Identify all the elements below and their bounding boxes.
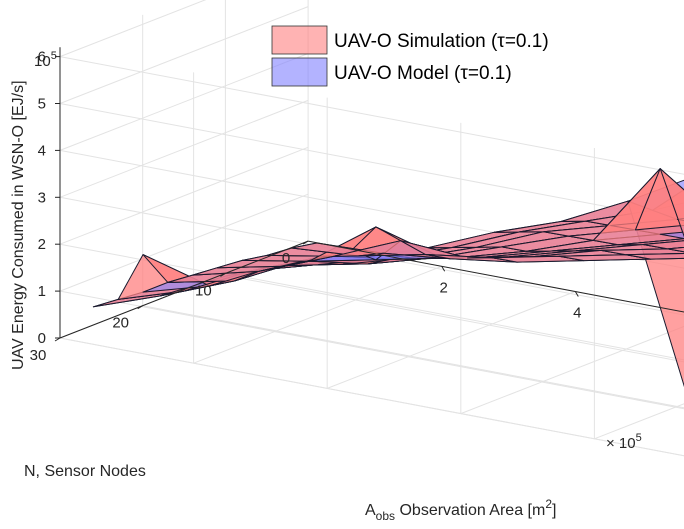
z-tick-label: 5 xyxy=(38,96,46,113)
grid-line xyxy=(59,56,684,175)
axes-layer xyxy=(54,47,684,342)
surface-face-simulation xyxy=(642,240,684,250)
grid-line xyxy=(142,305,684,409)
axis-line xyxy=(59,240,309,339)
y-tick-label: 30 xyxy=(30,347,47,364)
legend-label-model: UAV-O Model (τ=0.1) xyxy=(334,63,512,84)
legend-swatch-simulation xyxy=(271,25,328,55)
grid-line xyxy=(59,146,309,245)
surface-face-model xyxy=(659,231,684,240)
z-exponent-label: 105 xyxy=(34,50,57,70)
x-tick-label: 4 xyxy=(573,305,581,322)
grid-line xyxy=(59,243,684,363)
y-axis-label: N, Sensor Nodes xyxy=(24,463,146,480)
grid-line xyxy=(59,337,684,457)
x-tick-mark xyxy=(574,291,579,297)
x-exponent-label: × 105 xyxy=(606,432,642,452)
legend-label-simulation: UAV-O Simulation (τ=0.1) xyxy=(334,31,549,52)
z-tick-label: 4 xyxy=(38,142,46,159)
y-tick-label: 20 xyxy=(112,315,129,332)
grid-line xyxy=(225,272,684,361)
z-tick-label: 3 xyxy=(38,189,46,206)
grid-line xyxy=(59,0,207,58)
z-tick-label: 1 xyxy=(38,283,46,300)
y-tick-label: 10 xyxy=(195,282,212,299)
grid-line xyxy=(59,6,309,104)
axis-line xyxy=(308,240,684,313)
grid-line xyxy=(59,99,309,198)
grid-line xyxy=(59,337,684,457)
surface-face-simulation xyxy=(625,252,684,260)
x-tick-label: 2 xyxy=(440,279,448,296)
z-tick-label: 0 xyxy=(38,330,46,347)
grid-line xyxy=(59,290,684,410)
y-tick-label: 0 xyxy=(282,250,290,267)
x-tick-mark xyxy=(441,266,446,272)
x-axis-label: Aobs Observation Area [m2] xyxy=(365,497,556,523)
y-tick-mark xyxy=(302,240,309,245)
grid-line xyxy=(193,265,442,364)
y-tick-mark xyxy=(137,305,143,310)
surface-face-simulation xyxy=(617,238,684,246)
grid-line xyxy=(59,53,309,151)
grid-line xyxy=(594,403,684,440)
grid-line xyxy=(59,103,684,222)
surface-face-simulation xyxy=(659,168,684,238)
z-tick-label: 6 xyxy=(38,49,46,66)
labels-layer: 105 × 105 UAV Energy Consumed in WSN-O [… xyxy=(10,49,642,523)
grid-line xyxy=(59,193,309,292)
legend-swatch-model xyxy=(271,57,328,87)
surface-face-simulation xyxy=(667,246,684,253)
y-tick-mark xyxy=(220,272,226,277)
grid-line xyxy=(460,325,684,415)
legend: UAV-O Simulation (τ=0.1) UAV-O Model (τ=… xyxy=(271,25,549,87)
z-axis-label: UAV Energy Consumed in WSN-O [EJ/s] xyxy=(10,80,27,370)
grid-line xyxy=(327,291,576,389)
z-tick-label: 2 xyxy=(38,236,46,253)
